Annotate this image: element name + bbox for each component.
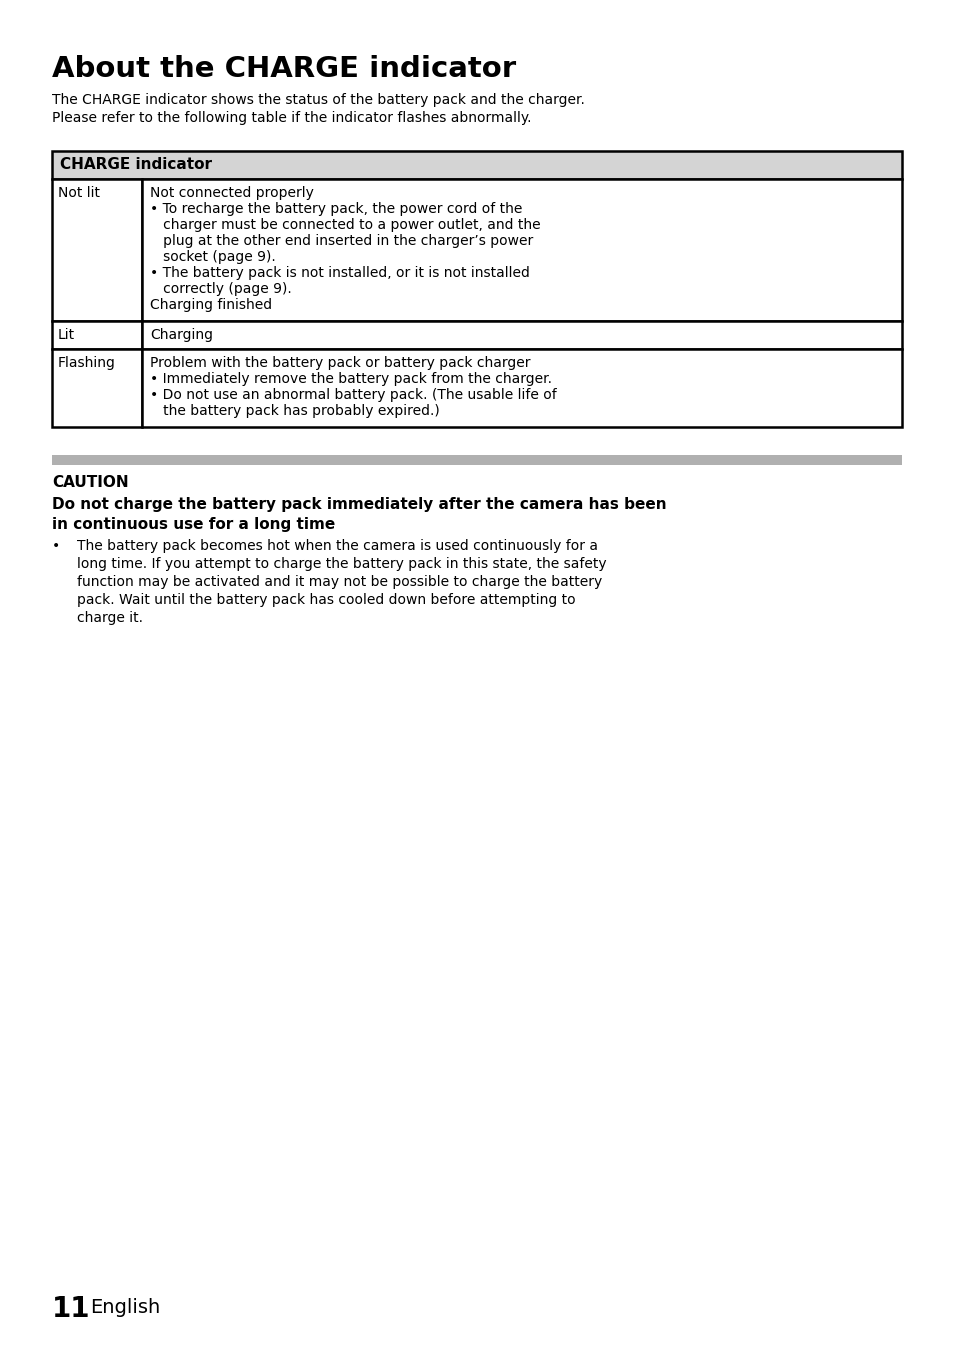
Text: long time. If you attempt to charge the battery pack in this state, the safety: long time. If you attempt to charge the …	[77, 557, 606, 572]
Text: Charging finished: Charging finished	[150, 299, 272, 312]
Bar	[52, 348, 142, 426]
Text: CAUTION: CAUTION	[52, 475, 129, 490]
Text: charge it.: charge it.	[77, 611, 143, 625]
Bar	[52, 321, 142, 348]
Text: pack. Wait until the battery pack has cooled down before attempting to: pack. Wait until the battery pack has co…	[77, 593, 575, 607]
Text: in continuous use for a long time: in continuous use for a long time	[52, 516, 335, 533]
Bar	[142, 348, 901, 426]
Text: the battery pack has probably expired.): the battery pack has probably expired.)	[150, 404, 439, 418]
Bar	[52, 179, 142, 321]
Text: charger must be connected to a power outlet, and the: charger must be connected to a power out…	[150, 218, 540, 231]
Text: Do not charge the battery pack immediately after the camera has been: Do not charge the battery pack immediate…	[52, 498, 666, 512]
Text: • The battery pack is not installed, or it is not installed: • The battery pack is not installed, or …	[150, 266, 529, 280]
Text: English: English	[90, 1298, 160, 1317]
Text: CHARGE indicator: CHARGE indicator	[60, 157, 212, 172]
Text: • Do not use an abnormal battery pack. (The usable life of: • Do not use an abnormal battery pack. (…	[150, 387, 557, 402]
Text: correctly (page 9).: correctly (page 9).	[150, 282, 292, 296]
Text: Not connected properly: Not connected properly	[150, 186, 314, 200]
Text: The battery pack becomes hot when the camera is used continuously for a: The battery pack becomes hot when the ca…	[77, 539, 598, 553]
Text: The CHARGE indicator shows the status of the battery pack and the charger.: The CHARGE indicator shows the status of…	[52, 93, 584, 108]
Bar	[142, 321, 901, 348]
Text: socket (page 9).: socket (page 9).	[150, 250, 275, 264]
Bar	[142, 179, 901, 321]
Bar	[52, 151, 901, 179]
Text: •: •	[52, 539, 60, 553]
Text: Flashing: Flashing	[58, 356, 115, 370]
Text: Please refer to the following table if the indicator flashes abnormally.: Please refer to the following table if t…	[52, 112, 531, 125]
Text: • To recharge the battery pack, the power cord of the: • To recharge the battery pack, the powe…	[150, 202, 522, 217]
Text: Not lit: Not lit	[58, 186, 100, 200]
Text: Problem with the battery pack or battery pack charger: Problem with the battery pack or battery…	[150, 356, 530, 370]
Text: 11: 11	[52, 1295, 91, 1323]
Text: Charging: Charging	[150, 328, 213, 342]
Text: • Immediately remove the battery pack from the charger.: • Immediately remove the battery pack fr…	[150, 373, 552, 386]
Bar	[52, 455, 901, 465]
Text: plug at the other end inserted in the charger’s power: plug at the other end inserted in the ch…	[150, 234, 533, 247]
Text: function may be activated and it may not be possible to charge the battery: function may be activated and it may not…	[77, 576, 601, 589]
Text: About the CHARGE indicator: About the CHARGE indicator	[52, 55, 516, 83]
Text: Lit: Lit	[58, 328, 75, 342]
